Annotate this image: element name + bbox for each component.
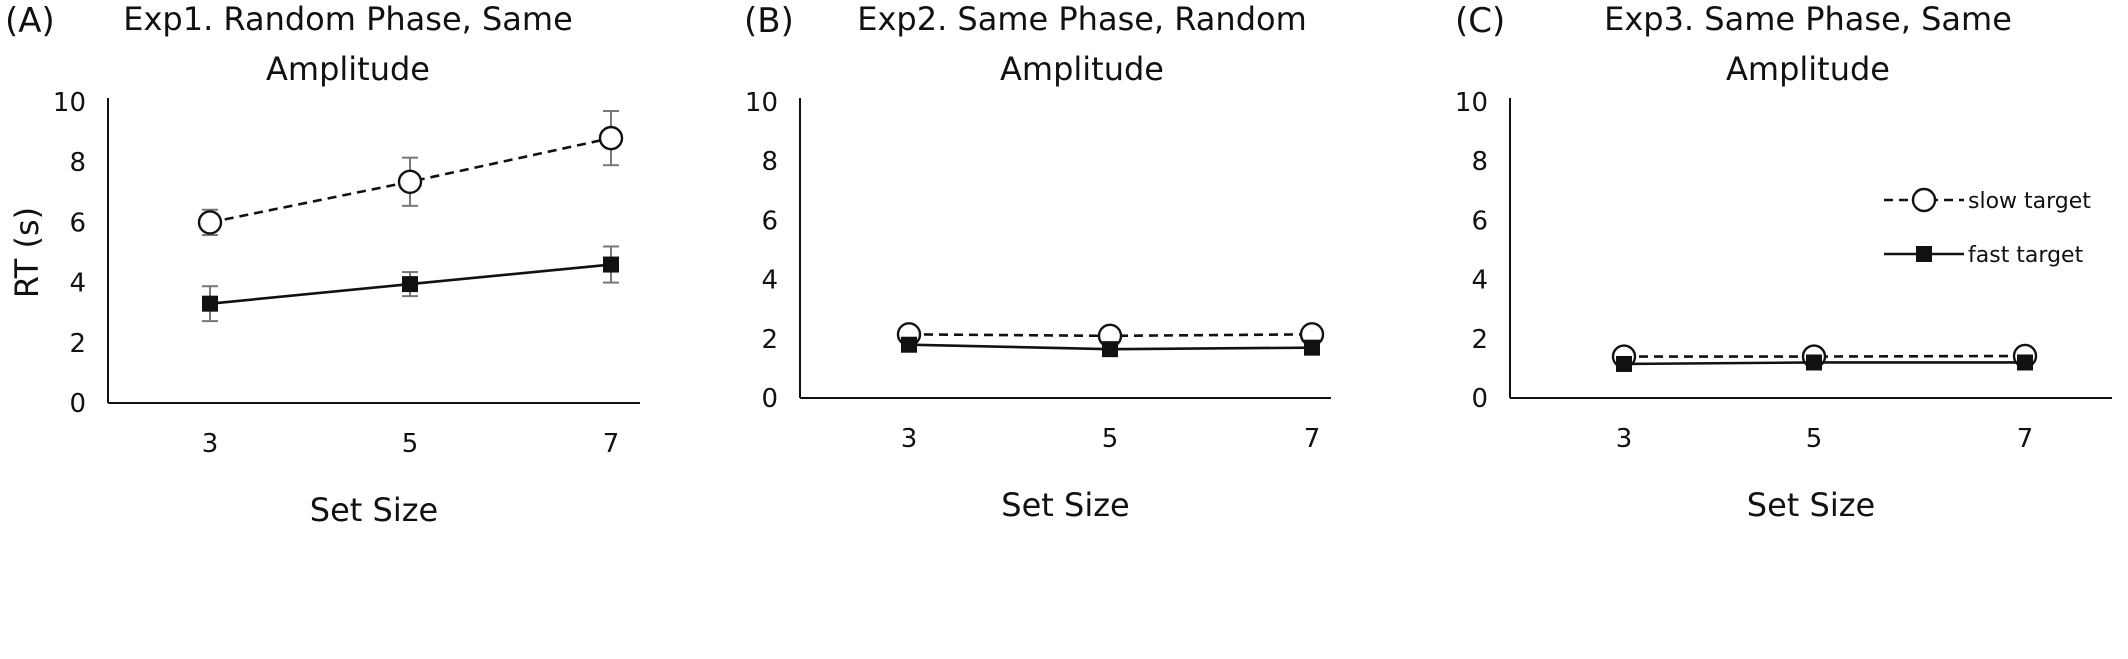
- series-fast-target: [1616, 354, 2033, 372]
- x-tick-label: 3: [901, 424, 918, 454]
- chart-panel-a: (A) Exp1. Random Phase, Same Amplitude 0 2 4 6…: [5, 0, 640, 529]
- panel-label: (C): [1455, 1, 1505, 41]
- data-point-square: [2017, 354, 2033, 371]
- data-point-square: [1616, 355, 1632, 372]
- chart-title-line: Exp2. Same Phase, Random: [857, 0, 1307, 38]
- chart-title-line: Amplitude: [1000, 50, 1164, 88]
- y-tick-label: 8: [1471, 147, 1488, 177]
- x-tick-label: 7: [2017, 424, 2034, 454]
- y-tick-label: 2: [1471, 325, 1488, 355]
- x-axis-label: Set Size: [1001, 486, 1129, 524]
- y-tick-label: 4: [761, 266, 778, 296]
- data-point-square: [402, 276, 418, 293]
- series-fast-target: [901, 336, 1320, 358]
- series-line: [209, 136, 612, 224]
- data-point-square: [1304, 339, 1320, 356]
- chart-title-line: Exp1. Random Phase, Same: [123, 0, 573, 38]
- y-tick-label: 10: [745, 88, 778, 118]
- series-fast-target: [202, 245, 619, 323]
- y-tick-label: 4: [69, 269, 86, 299]
- y-tick-label: 10: [53, 88, 86, 118]
- legend-label: slow target: [1968, 189, 2091, 214]
- series-slow-target: [197, 110, 624, 237]
- y-axis-label: RT (s): [8, 207, 46, 298]
- x-axis-label: Set Size: [310, 491, 438, 529]
- legend-item-slow: slow target: [1884, 187, 2091, 214]
- y-tick-label: 6: [1471, 206, 1488, 236]
- data-point-circle: [598, 125, 624, 151]
- chart-title-line: Amplitude: [1726, 50, 1890, 88]
- y-tick-label: 2: [761, 325, 778, 355]
- chart-title-line: Amplitude: [266, 50, 430, 88]
- panel-label: (B): [744, 1, 794, 41]
- y-tick-label: 8: [761, 147, 778, 177]
- legend-label: fast target: [1968, 243, 2084, 268]
- x-axis-label: Set Size: [1747, 486, 1875, 524]
- x-tick-label: 5: [1102, 424, 1119, 454]
- series-line: [1623, 361, 2025, 366]
- legend-marker-circle: [1911, 187, 1937, 213]
- chart-panel-c: (C) Exp3. Same Phase, Same Amplitude 0 2 4 6 8 1…: [1455, 0, 2112, 524]
- y-tick-label: 6: [761, 206, 778, 236]
- data-point-circle: [197, 210, 223, 235]
- series-line: [1624, 354, 2026, 358]
- y-tick-label: 10: [1455, 88, 1488, 118]
- y-tick-label: 6: [69, 208, 86, 238]
- y-tick-label: 0: [69, 389, 86, 419]
- data-point-square: [202, 295, 218, 312]
- x-tick-label: 3: [1616, 424, 1633, 454]
- legend-marker-square: [1916, 246, 1932, 262]
- y-tick-label: 4: [1471, 266, 1488, 296]
- x-tick-label: 3: [202, 429, 219, 459]
- panel-label: (A): [5, 1, 55, 41]
- data-point-square: [1102, 341, 1118, 358]
- x-tick-label: 5: [1806, 424, 1823, 454]
- x-tick-label: 7: [603, 429, 620, 459]
- chart-title-line: Exp3. Same Phase, Same: [1604, 0, 2012, 38]
- y-tick-label: 2: [69, 329, 86, 359]
- data-point-circle: [397, 169, 423, 194]
- x-tick-label: 5: [402, 429, 419, 459]
- data-point-square: [901, 336, 917, 353]
- legend: slow target fast target: [1884, 187, 2091, 268]
- y-tick-label: 8: [69, 148, 86, 178]
- data-point-square: [1806, 354, 1822, 371]
- y-tick-label: 0: [761, 384, 778, 414]
- x-tick-label: 7: [1304, 424, 1321, 454]
- chart-panel-b: (B) Exp2. Same Phase, Random Amplitude 0 2 4 6…: [744, 0, 1331, 524]
- data-point-square: [603, 256, 619, 273]
- legend-item-fast: fast target: [1884, 243, 2084, 268]
- y-tick-label: 0: [1471, 384, 1488, 414]
